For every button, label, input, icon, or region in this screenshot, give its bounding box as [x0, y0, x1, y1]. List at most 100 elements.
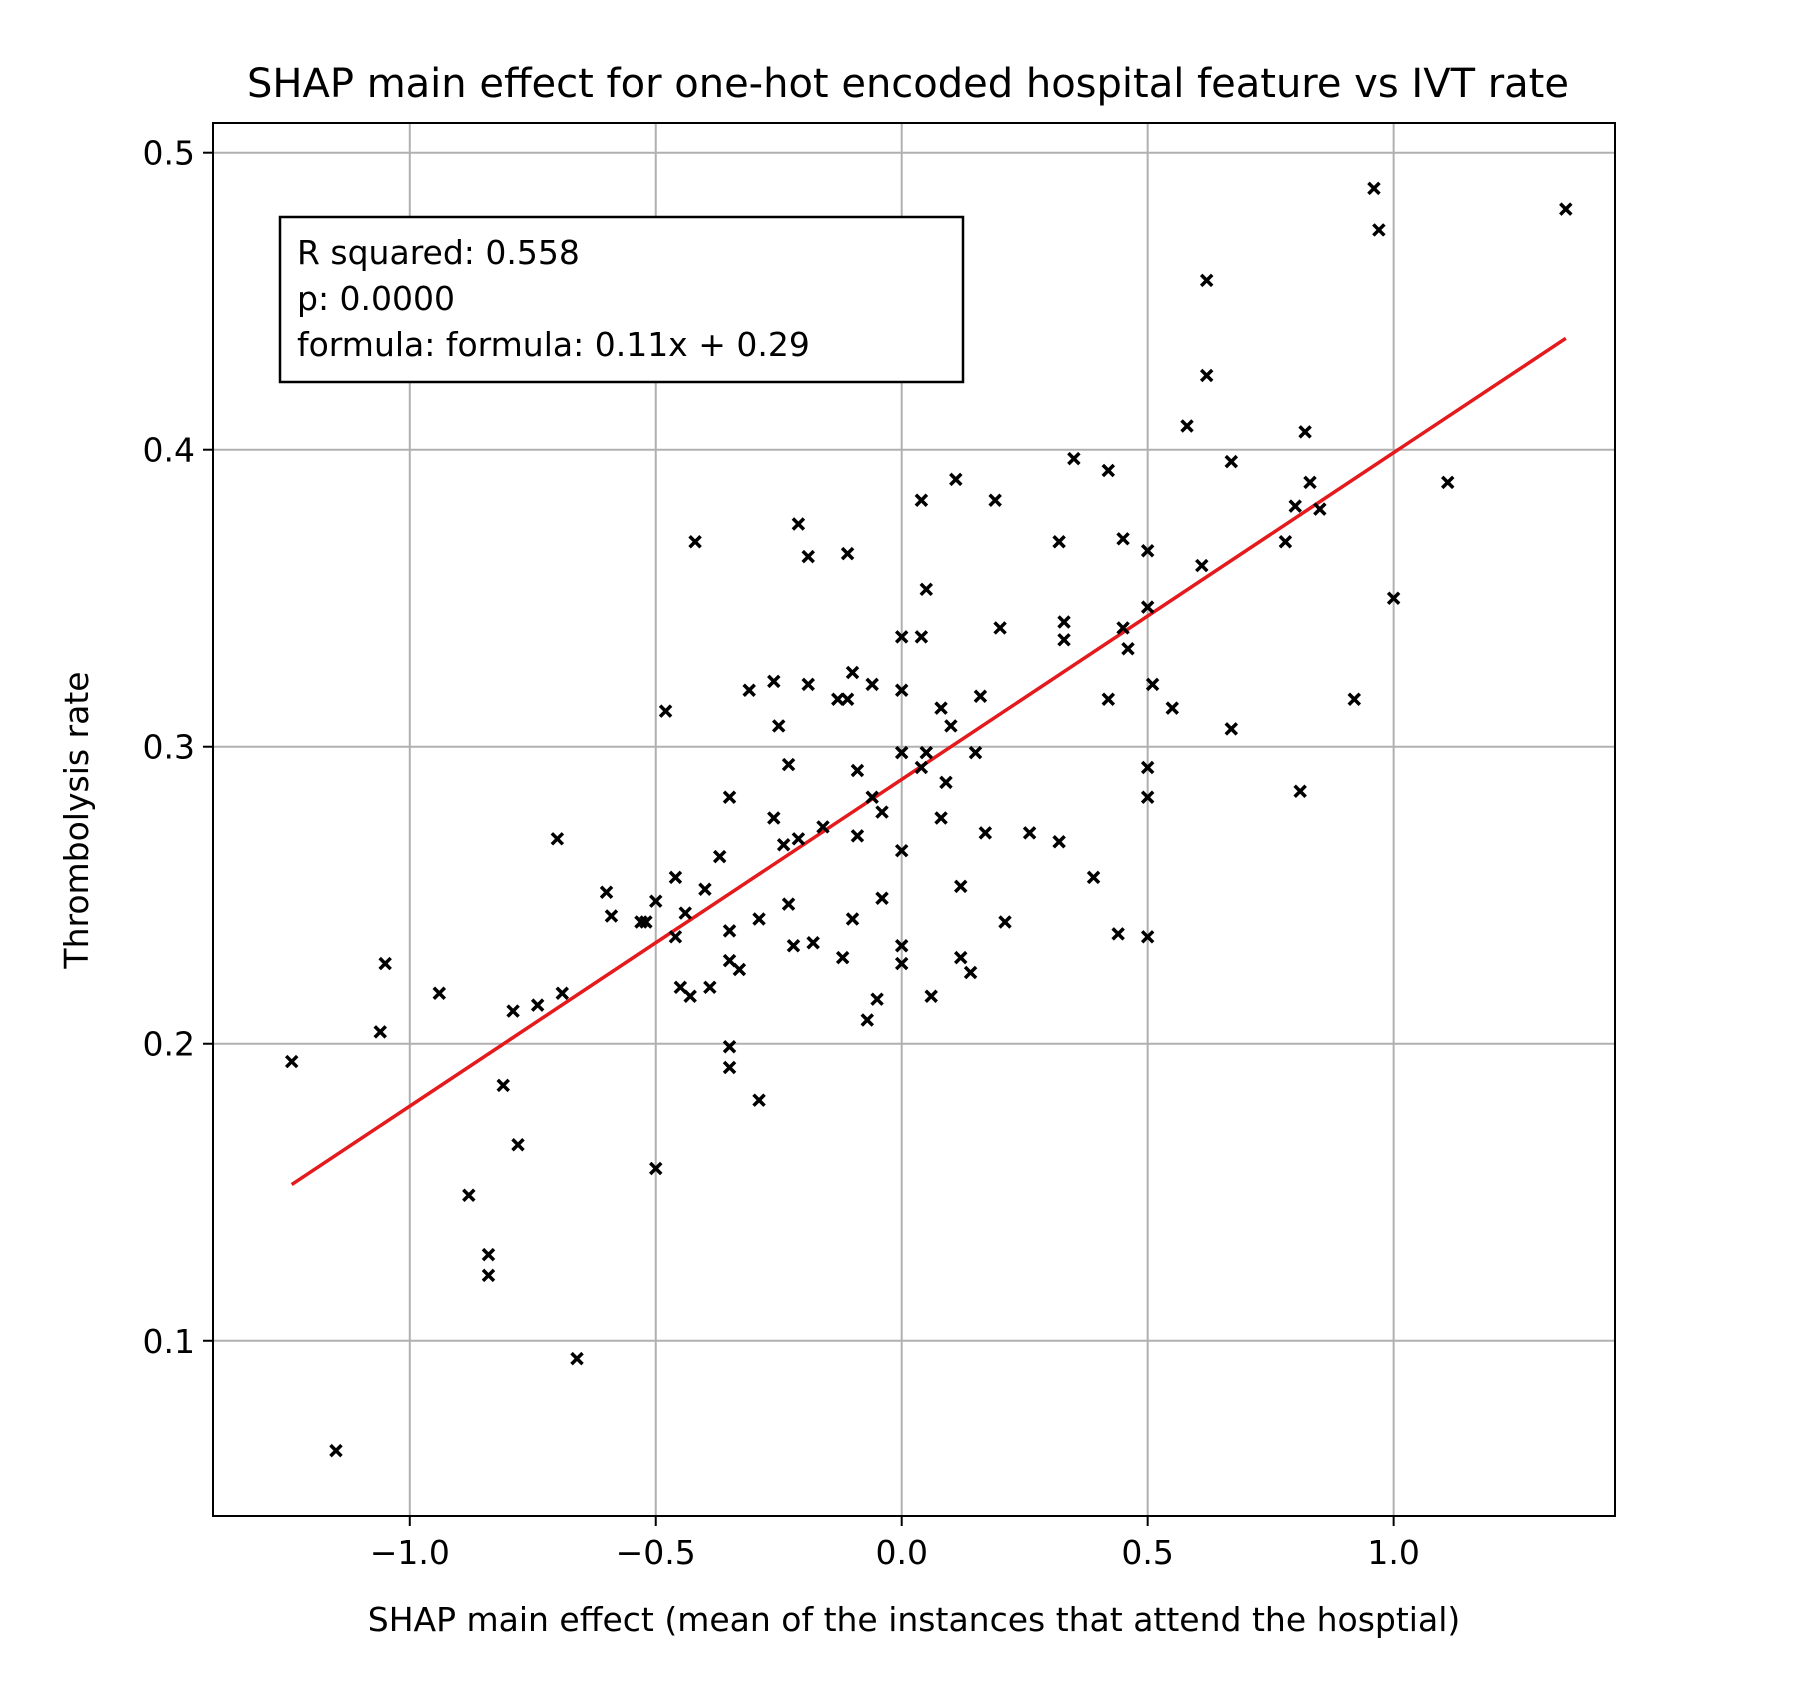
data-point	[919, 582, 934, 597]
data-point	[894, 938, 909, 953]
data-point	[1298, 425, 1312, 439]
data-point	[1116, 621, 1130, 635]
data-point	[924, 989, 938, 1003]
data-point	[648, 1161, 663, 1176]
data-point	[668, 930, 683, 944]
data-point	[894, 630, 909, 644]
fit-line-layer	[290, 336, 1567, 1186]
data-point	[683, 989, 697, 1003]
data-point	[850, 829, 865, 843]
x-axis: −1.0 −0.5 0.0 0.5 1.0	[370, 1516, 1420, 1572]
data-point	[604, 909, 619, 923]
data-point	[934, 701, 948, 715]
data-point	[1086, 870, 1101, 885]
data-point	[329, 1443, 343, 1458]
data-point	[860, 1013, 875, 1027]
data-point	[742, 683, 756, 698]
data-point	[698, 882, 712, 897]
data-point	[1057, 615, 1071, 629]
y-tick-label: 0.4	[143, 431, 195, 470]
data-point	[816, 820, 830, 834]
data-point	[801, 549, 815, 564]
data-point	[462, 1188, 476, 1202]
data-point	[722, 1060, 737, 1075]
data-point	[767, 674, 781, 689]
data-point	[1022, 826, 1037, 840]
data-point	[1057, 633, 1071, 647]
annotation-r-squared: R squared: 0.558	[297, 233, 580, 272]
annotation-p-value: p: 0.0000	[297, 279, 455, 318]
data-point	[840, 546, 855, 561]
data-point	[963, 965, 978, 980]
data-point	[1140, 790, 1155, 804]
data-point	[688, 535, 702, 549]
data-point	[953, 879, 968, 894]
chart-title: SHAP main effect for one-hot encoded hos…	[247, 61, 1569, 107]
data-point	[722, 790, 737, 804]
data-point	[894, 745, 909, 760]
data-point	[481, 1247, 496, 1262]
data-point	[1140, 543, 1155, 558]
data-point	[1224, 722, 1239, 736]
x-tick-label: 0.5	[1121, 1533, 1173, 1572]
data-point	[845, 912, 860, 926]
data-point	[875, 891, 889, 905]
x-axis-label: SHAP main effect (mean of the instances …	[368, 1600, 1460, 1639]
data-point	[712, 849, 727, 864]
data-point	[993, 621, 1007, 635]
data-point	[1313, 502, 1327, 516]
data-point	[875, 805, 889, 819]
data-point	[894, 843, 909, 858]
data-point	[1195, 558, 1209, 573]
data-point	[781, 757, 796, 772]
y-tick-label: 0.2	[143, 1025, 195, 1064]
data-point	[973, 689, 988, 703]
data-point	[998, 915, 1012, 929]
data-point	[1180, 419, 1194, 433]
stats-annotation-box: R squared: 0.558 p: 0.0000 formula: form…	[278, 215, 965, 384]
data-point	[988, 493, 1002, 507]
data-point	[722, 953, 737, 968]
data-point	[791, 517, 806, 531]
data-point	[722, 924, 737, 938]
data-point	[1224, 454, 1239, 469]
data-point	[978, 826, 993, 840]
x-tick-label: 0.0	[875, 1533, 927, 1572]
data-point	[373, 1025, 387, 1039]
data-point	[781, 897, 796, 911]
data-point	[944, 719, 958, 733]
data-point	[776, 838, 791, 852]
data-point	[835, 950, 850, 965]
data-point	[378, 956, 392, 971]
data-point	[786, 938, 801, 953]
data-point	[934, 811, 948, 825]
annotation-frame	[278, 215, 965, 384]
y-tick-label: 0.5	[143, 134, 195, 173]
data-point	[791, 832, 806, 846]
data-point	[1111, 927, 1125, 941]
data-point	[658, 704, 673, 718]
data-point	[496, 1078, 510, 1093]
data-point	[1052, 835, 1066, 849]
data-point	[1067, 451, 1081, 466]
data-point	[914, 760, 929, 775]
data-point	[894, 683, 909, 698]
data-point	[722, 1039, 737, 1054]
data-point	[1386, 591, 1401, 605]
data-point	[1293, 784, 1307, 799]
data-point	[673, 980, 688, 995]
data-point	[284, 1054, 299, 1069]
data-point	[1140, 600, 1155, 614]
data-point	[865, 677, 879, 692]
data-point	[648, 894, 663, 908]
data-point	[550, 832, 565, 846]
data-point	[1278, 535, 1293, 549]
regression-line	[290, 336, 1567, 1186]
data-point	[1101, 692, 1116, 706]
data-point	[801, 677, 815, 692]
data-point	[1199, 368, 1214, 383]
data-point	[1288, 499, 1302, 513]
y-axis: 0.1 0.2 0.3 0.4 0.5	[143, 134, 213, 1361]
data-points	[284, 181, 1573, 1458]
data-point	[599, 885, 614, 900]
